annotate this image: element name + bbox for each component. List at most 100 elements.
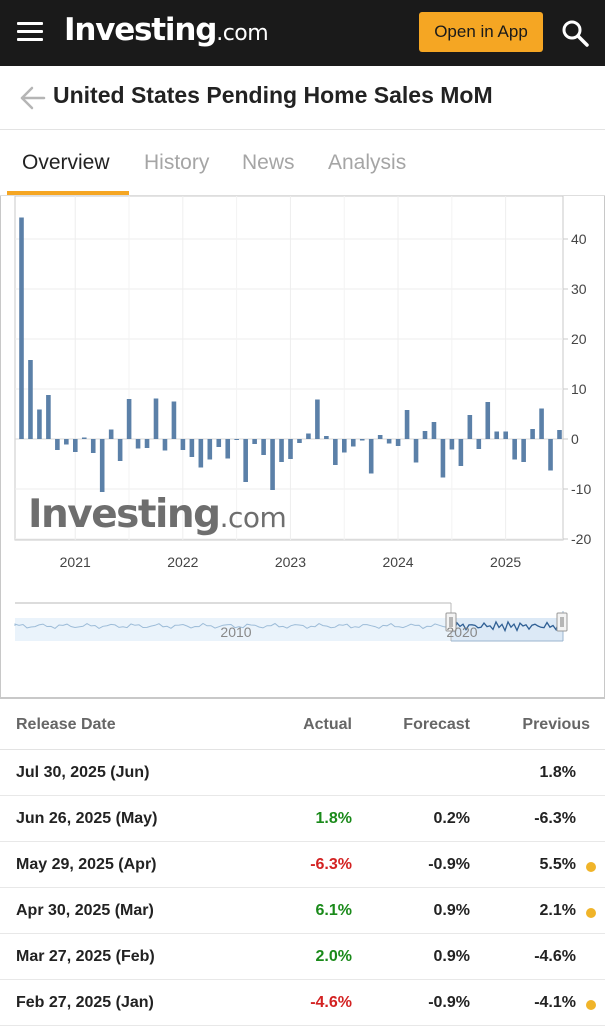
navigator-series-selected: [450, 620, 560, 633]
chart-bar: [90, 439, 96, 453]
watermark-main-text: Investing: [28, 492, 220, 537]
chart-bar: [126, 399, 132, 439]
active-tab-indicator: [7, 191, 129, 195]
previous-cell: -4.1%: [534, 994, 576, 1011]
y-tick-label: -10: [571, 481, 591, 497]
chart-bar: [422, 431, 428, 439]
x-tick-label: 2022: [167, 554, 198, 570]
chart-bar: [28, 360, 33, 439]
table-row[interactable]: May 29, 2025 (Apr) -6.3% -0.9% 5.5%: [0, 842, 605, 888]
y-tick-label: 20: [571, 331, 587, 347]
table-header: Release Date Actual Forecast Previous: [0, 700, 605, 750]
chart-bar: [512, 439, 517, 460]
chart-bar: [64, 439, 69, 445]
x-tick-label: 2025: [490, 554, 521, 570]
chart-bar: [548, 439, 553, 471]
forecast-cell: -0.9%: [428, 856, 470, 873]
navigator-series-left: [14, 622, 452, 630]
tab-analysis[interactable]: Analysis: [328, 151, 407, 174]
chart-bar: [315, 399, 320, 439]
chart-bar: [144, 439, 150, 448]
tab-overview[interactable]: Overview: [22, 151, 110, 174]
logo-main-text: Investing: [64, 12, 217, 48]
chart-bar: [117, 439, 123, 461]
header-actual[interactable]: Actual: [303, 716, 352, 733]
open-in-app-button[interactable]: Open in App: [419, 12, 543, 52]
chart-bar: [557, 430, 562, 439]
previous-cell: 2.1%: [539, 902, 576, 919]
chart-bar: [333, 439, 338, 465]
chart-bar: [386, 439, 392, 444]
watermark-logo: Investing.com: [28, 492, 286, 537]
navigator-handle[interactable]: [445, 612, 457, 632]
chart-bar: [252, 439, 257, 444]
forecast-cell: 0.9%: [433, 902, 470, 919]
release-date-cell: Mar 27, 2025 (Feb): [16, 948, 155, 965]
tab-news[interactable]: News: [242, 151, 295, 174]
revised-indicator-dot[interactable]: [586, 908, 596, 918]
chart-bar: [225, 439, 231, 459]
header-forecast[interactable]: Forecast: [403, 716, 470, 733]
tab-bar: Overview History News Analysis: [0, 131, 605, 196]
x-tick-label: 2023: [275, 554, 306, 570]
previous-cell: -4.6%: [534, 948, 576, 965]
table-row[interactable]: Jun 26, 2025 (May) 1.8% 0.2% -6.3%: [0, 796, 605, 842]
chart-bar: [171, 401, 177, 439]
chart-bar: [46, 395, 51, 439]
previous-cell: 1.8%: [539, 764, 576, 781]
chart-bar: [99, 439, 105, 492]
chart-bar: [180, 439, 186, 450]
plot-area: [14, 196, 564, 541]
forecast-cell: 0.2%: [433, 810, 470, 827]
actual-cell: -6.3%: [310, 856, 352, 873]
table-row[interactable]: Mar 27, 2025 (Feb) 2.0% 0.9% -4.6%: [0, 934, 605, 980]
watermark-suffix-text: .com: [220, 501, 287, 534]
header-release-date[interactable]: Release Date: [16, 716, 116, 733]
chart-bar: [135, 439, 141, 449]
actual-cell: 1.8%: [315, 810, 352, 827]
investing-logo[interactable]: Investing.com: [64, 12, 269, 52]
chart-bar: [153, 398, 159, 439]
table-row[interactable]: Jul 30, 2025 (Jun) 1.8%: [0, 750, 605, 796]
chart-bar: [539, 408, 544, 439]
back-arrow-icon[interactable]: [18, 83, 48, 113]
forecast-cell: 0.9%: [433, 948, 470, 965]
chart-bar: [494, 431, 500, 439]
chart-bar: [350, 439, 356, 447]
y-tick-label: 40: [571, 231, 587, 247]
chart-bar: [476, 439, 482, 449]
chart-bar: [216, 439, 222, 447]
chart-bar: [395, 439, 401, 446]
y-tick-label: 30: [571, 281, 587, 297]
top-bar: Investing.com Open in App: [0, 0, 605, 66]
chart-bar: [162, 439, 168, 451]
chart-bar: [189, 439, 195, 457]
chart-bar: [530, 429, 535, 439]
revised-indicator-dot[interactable]: [586, 1000, 596, 1010]
menu-icon[interactable]: [17, 22, 43, 42]
chart-bar: [377, 435, 383, 439]
revised-indicator-dot[interactable]: [586, 862, 596, 872]
chart-container[interactable]: 40 30 20 10 0 -10 -20 2021 2022 2023 2024 2025 Inves…: [0, 196, 605, 699]
navigator-label: 2010: [220, 624, 251, 640]
tab-history[interactable]: History: [144, 151, 210, 174]
chart-bar: [440, 439, 446, 478]
release-date-cell: Jul 30, 2025 (Jun): [16, 764, 150, 781]
navigator-handle[interactable]: [556, 612, 568, 632]
chart-bar: [198, 439, 204, 468]
chart-bar: [297, 439, 302, 443]
logo-suffix-text: .com: [216, 21, 269, 46]
chart-bar: [55, 439, 60, 450]
y-tick-label: 0: [571, 431, 579, 447]
chart-bar: [279, 439, 284, 462]
actual-cell: 2.0%: [315, 948, 352, 965]
search-icon[interactable]: [560, 18, 590, 48]
header-previous[interactable]: Previous: [522, 716, 590, 733]
title-bar: United States Pending Home Sales MoM: [0, 66, 605, 130]
chart-bar: [521, 439, 526, 462]
previous-cell: -6.3%: [534, 810, 576, 827]
table-row[interactable]: Feb 27, 2025 (Jan) -4.6% -0.9% -4.1%: [0, 980, 605, 1026]
chart-bar: [108, 429, 114, 439]
table-row[interactable]: Apr 30, 2025 (Mar) 6.1% 0.9% 2.1%: [0, 888, 605, 934]
